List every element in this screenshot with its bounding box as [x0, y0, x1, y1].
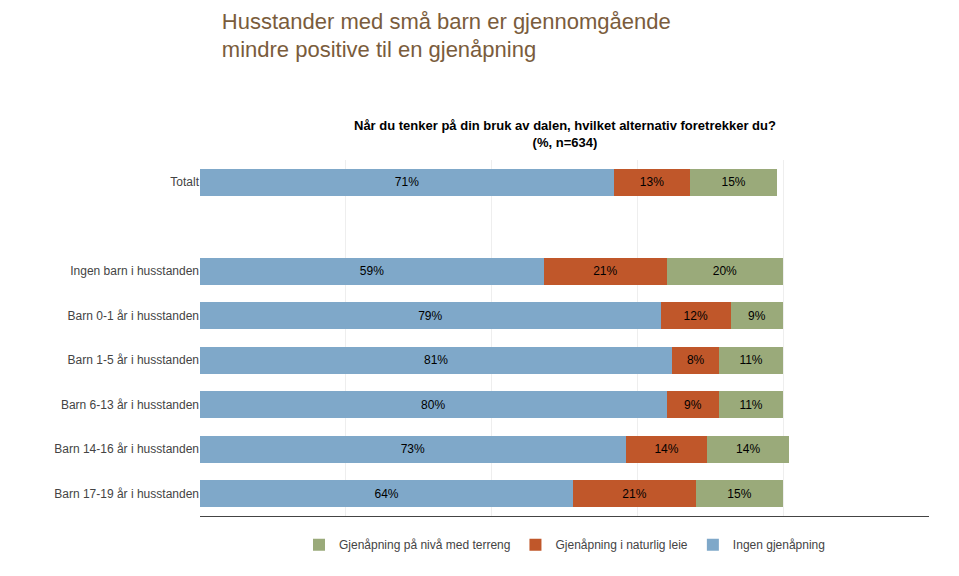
- svg-text:Gjenåpning i naturlig leie: Gjenåpning i naturlig leie: [555, 538, 687, 552]
- svg-text:Gjenåpning på nivå med terreng: Gjenåpning på nivå med terreng: [339, 538, 510, 552]
- svg-text:64%: 64%: [374, 487, 398, 501]
- svg-text:20%: 20%: [713, 264, 737, 278]
- svg-text:59%: 59%: [360, 264, 384, 278]
- svg-text:Ingen barn i husstanden: Ingen barn i husstanden: [70, 264, 199, 278]
- svg-text:9%: 9%: [748, 309, 766, 323]
- svg-text:15%: 15%: [727, 487, 751, 501]
- svg-text:11%: 11%: [739, 353, 762, 367]
- svg-text:Totalt: Totalt: [170, 175, 199, 189]
- svg-text:21%: 21%: [622, 487, 646, 501]
- svg-text:73%: 73%: [401, 442, 425, 456]
- svg-text:15%: 15%: [721, 175, 745, 189]
- svg-text:21%: 21%: [593, 264, 617, 278]
- svg-text:14%: 14%: [736, 442, 760, 456]
- svg-text:Husstander med små barn er gje: Husstander med små barn er gjennomgående…: [222, 9, 671, 63]
- svg-text:Barn 14-16 år i husstanden: Barn 14-16 år i husstanden: [54, 442, 199, 456]
- svg-text:14%: 14%: [654, 442, 678, 456]
- svg-text:Barn 1-5 år i husstanden: Barn 1-5 år i husstanden: [68, 353, 199, 367]
- svg-text:80%: 80%: [421, 398, 445, 412]
- svg-text:9%: 9%: [684, 398, 702, 412]
- svg-text:8%: 8%: [687, 353, 705, 367]
- svg-text:71%: 71%: [395, 175, 419, 189]
- svg-text:11%: 11%: [739, 398, 762, 412]
- svg-text:81%: 81%: [424, 353, 448, 367]
- svg-text:Barn 0-1 år i husstanden: Barn 0-1 år i husstanden: [68, 309, 199, 323]
- svg-text:13%: 13%: [640, 175, 664, 189]
- svg-text:Når du tenker på din bruk av d: Når du tenker på din bruk av dalen, hvil…: [354, 118, 776, 150]
- svg-text:12%: 12%: [684, 309, 708, 323]
- svg-text:Barn 6-13 år i husstanden: Barn 6-13 år i husstanden: [61, 398, 199, 412]
- svg-text:79%: 79%: [418, 309, 442, 323]
- svg-text:Barn 17-19 år i husstanden: Barn 17-19 år i husstanden: [54, 487, 199, 501]
- svg-text:Ingen gjenåpning: Ingen gjenåpning: [733, 538, 825, 552]
